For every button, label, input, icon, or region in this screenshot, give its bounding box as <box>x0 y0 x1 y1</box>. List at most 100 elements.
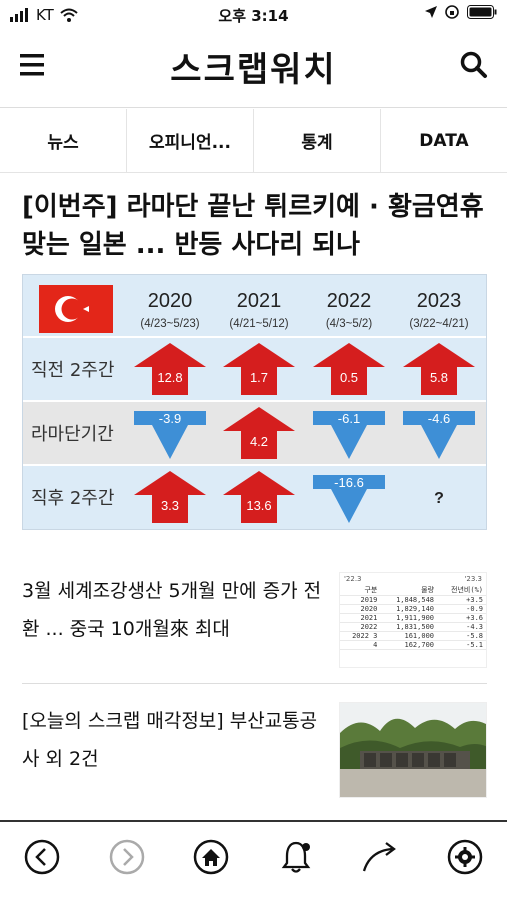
hamburger-icon <box>20 54 44 76</box>
up-arrow-icon <box>403 343 475 395</box>
value-label: 13.6 <box>246 498 271 513</box>
thumb-table-row: 4 162,700 -5.1 <box>340 640 486 650</box>
featured-infographic[interactable]: 2020 (4/23~5/23) 2021 (4/21~5/12) 2022 (4/3~5… <box>22 274 487 530</box>
thumb-col: 전년비(%) <box>437 585 486 596</box>
up-arrow-icon <box>223 343 295 395</box>
column-period: (3/22~4/21) <box>409 318 468 330</box>
column-period: (4/3~5/2) <box>326 318 373 330</box>
thumb-cell: 1,848,548 <box>380 595 438 605</box>
thumbnail-table: 구분 물량 전년비(%) 2019 1,848,548 +3.5 2020 1,… <box>340 585 486 650</box>
thumb-col: 구분 <box>340 585 381 596</box>
value-label: -6.1 <box>338 411 360 426</box>
thumb-cell: -0.9 <box>437 604 486 614</box>
flag-crescent-cut <box>61 298 83 320</box>
column-year: 2021 <box>237 290 282 312</box>
thumb-head-right: '23.3 <box>464 575 482 583</box>
back-icon <box>25 839 60 875</box>
infographic-svg: 2020 (4/23~5/23) 2021 (4/21~5/12) 2022 (4/3~5… <box>23 275 486 529</box>
tab-opinion[interactable]: 오피니언... <box>127 109 254 172</box>
column-period: (4/23~5/23) <box>140 318 199 330</box>
bell-icon <box>281 841 311 873</box>
thumb-head-left: '22.3 <box>344 575 362 583</box>
article-title[interactable]: [오늘의 스크랩 매각정보] 부산교통공사 외 2건 <box>22 710 318 770</box>
value-label: ? <box>434 490 444 507</box>
back-button[interactable] <box>22 837 62 877</box>
tab-news[interactable]: 뉴스 <box>0 109 127 172</box>
search-icon <box>460 51 487 78</box>
article-thumbnail[interactable]: '22.3 '23.3 구분 물량 전년비(%) 2019 1,848,548 … <box>339 572 487 668</box>
status-bar: KT 오후 3:14 <box>0 0 507 30</box>
thumb-cell: 161,000 <box>380 631 438 641</box>
thumb-table-row: 2022 1,831,500 -4.3 <box>340 622 486 632</box>
status-right <box>425 5 497 19</box>
value-label: 3.3 <box>161 498 179 513</box>
share-button[interactable] <box>360 837 400 877</box>
thumb-cell: 2021 <box>340 613 381 623</box>
forward-icon <box>109 839 144 875</box>
up-arrow-icon <box>134 343 206 395</box>
status-time: 오후 3:14 <box>218 7 289 25</box>
value-label: 0.5 <box>340 370 358 385</box>
down-arrow-icon <box>403 411 475 459</box>
forward-button[interactable] <box>107 837 147 877</box>
thumb-cell: 2020 <box>340 604 381 614</box>
row-label: 직후 2주간 <box>31 488 114 509</box>
article-thumbnail[interactable] <box>339 702 487 798</box>
menu-button[interactable] <box>18 52 48 78</box>
value-label: 1.7 <box>250 370 268 385</box>
thumb-col: 물량 <box>380 585 438 596</box>
tab-data[interactable]: DATA <box>419 130 469 151</box>
share-icon <box>363 842 397 872</box>
thumb-cell: +3.6 <box>437 613 486 623</box>
featured-headline[interactable]: [이번주] 라마단 끝난 튀르키예 · 황금연휴 맞는 일본 ... 반등 사다… <box>22 192 484 260</box>
row-label: 라마단기간 <box>31 424 114 445</box>
thumb-cell: 2022 3 <box>340 631 381 641</box>
location-icon <box>425 6 437 18</box>
home-button[interactable] <box>191 837 231 877</box>
settings-button[interactable] <box>445 837 485 877</box>
signal-icon <box>10 8 28 22</box>
thumbnail-header: '22.3 '23.3 <box>340 573 486 585</box>
value-label: -16.6 <box>334 475 364 490</box>
battery-icon <box>467 5 497 19</box>
notification-button[interactable] <box>276 837 316 877</box>
thumb-cell: 162,700 <box>380 640 438 650</box>
app-logo[interactable]: 스크랩워치 <box>170 50 337 90</box>
status-left: KT <box>10 6 78 24</box>
app-bar: 스크랩워치 <box>0 30 507 108</box>
value-label: 5.8 <box>430 370 448 385</box>
thumb-cell: 1,911,900 <box>380 613 438 623</box>
column-year: 2020 <box>148 290 193 312</box>
article-title[interactable]: 3월 세계조강생산 5개월 만에 증가 전환 ... 중국 10개월來 최대 <box>22 580 322 640</box>
value-label: -3.9 <box>159 411 181 426</box>
thumb-cell: 2019 <box>340 595 381 605</box>
up-arrow-icon <box>223 471 295 523</box>
value-label: 12.8 <box>157 370 182 385</box>
down-arrow-icon <box>313 411 385 459</box>
down-arrow-icon <box>313 475 385 523</box>
column-period: (4/21~5/12) <box>229 318 288 330</box>
thumb-table-row: 2020 1,829,140 -0.9 <box>340 604 486 614</box>
rotation-lock-icon <box>445 5 459 19</box>
scrap-yard-photo <box>340 703 486 797</box>
up-arrow-icon <box>134 471 206 523</box>
wifi-icon <box>60 8 78 22</box>
search-button[interactable] <box>459 50 489 80</box>
article-item[interactable]: [오늘의 스크랩 매각정보] 부산교통공사 외 2건 <box>22 702 487 814</box>
thumb-table-row: 2022 3 161,000 -5.8 <box>340 631 486 641</box>
thumb-cell: +3.5 <box>437 595 486 605</box>
bottom-nav <box>0 820 507 900</box>
tab-statistics[interactable]: 통계 <box>254 109 381 172</box>
article-item[interactable]: 3월 세계조강생산 5개월 만에 증가 전환 ... 중국 10개월來 최대 '… <box>22 572 487 684</box>
down-arrow-icon <box>134 411 206 459</box>
thumb-cell: -5.1 <box>437 640 486 650</box>
thumb-cell: 1,831,500 <box>380 622 438 632</box>
thumb-table-header: 구분 물량 전년비(%) <box>340 585 486 596</box>
thumb-cell: 2022 <box>340 622 381 632</box>
up-arrow-icon <box>223 407 295 459</box>
value-label: 4.2 <box>250 434 268 449</box>
flag-star <box>83 306 89 312</box>
gear-icon <box>447 839 482 875</box>
thumb-cell: -4.3 <box>437 622 486 632</box>
up-arrow-icon <box>313 343 385 395</box>
